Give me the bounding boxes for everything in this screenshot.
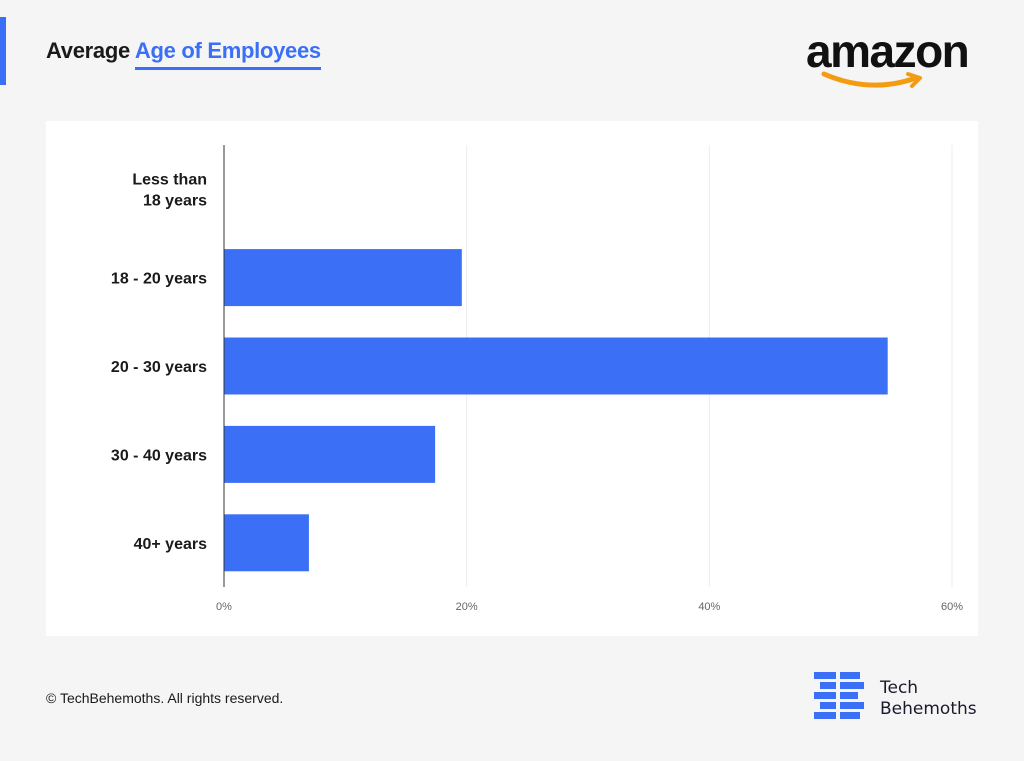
amazon-logo-text: amazon	[806, 25, 970, 77]
amazon-smile-icon	[821, 71, 922, 88]
logo-line-1: Tech	[880, 678, 919, 698]
bar	[224, 249, 462, 307]
bar	[224, 514, 309, 572]
title-prefix: Average	[46, 38, 130, 63]
x-tick-label: 0%	[216, 601, 232, 613]
category-label: 18 years	[143, 193, 207, 210]
techbehemoths-logo-icon	[814, 672, 864, 719]
chart-card: 0% 20% 40% 60% Less than 18 years 18 - 20 year…	[46, 121, 978, 636]
category-label: 30 - 40 years	[111, 447, 207, 464]
page-title: Average Age of Employees	[46, 38, 321, 70]
amazon-logo: amazon	[806, 25, 982, 92]
category-label: 18 - 20 years	[111, 271, 207, 288]
x-tick-label: 20%	[456, 601, 478, 613]
techbehemoths-logo: Tech Behemoths	[812, 670, 982, 730]
title-highlight: Age of Employees	[134, 38, 321, 70]
x-tick-label: 40%	[698, 601, 720, 613]
category-label: 20 - 30 years	[111, 359, 207, 376]
category-label: Less than	[132, 172, 207, 189]
logo-line-2: Behemoths	[880, 699, 977, 719]
bar	[224, 425, 436, 483]
copyright-text: © TechBehemoths. All rights reserved.	[46, 690, 284, 706]
techbehemoths-logo-text: Tech Behemoths	[880, 678, 977, 720]
x-tick-label: 60%	[941, 601, 963, 613]
accent-bar	[0, 17, 6, 85]
bar-chart: 0% 20% 40% 60% Less than 18 years 18 - 20 year…	[111, 145, 963, 613]
bar	[224, 337, 888, 395]
category-label: 40+ years	[134, 536, 208, 553]
